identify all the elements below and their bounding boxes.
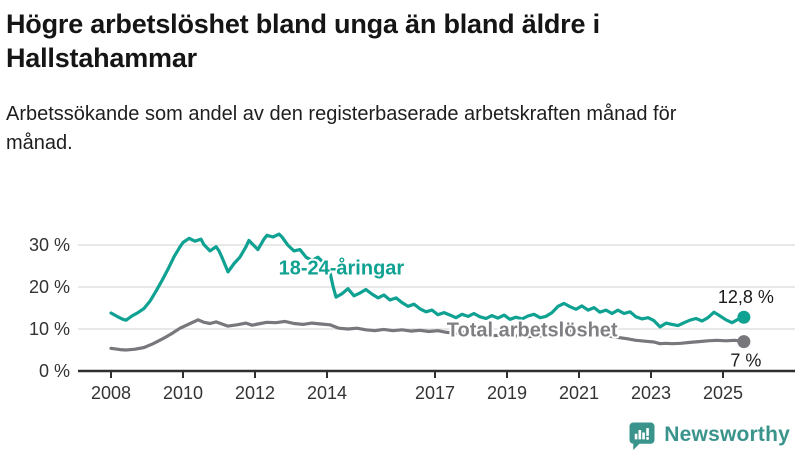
x-tick-label: 2017 <box>415 383 455 403</box>
y-tick-label: 10 % <box>29 319 70 339</box>
unemployment-line-chart: 0 % 10 % 20 % 30 % 2008 2010 2012 2014 2017 2019 2… <box>29 232 795 403</box>
series-label-youth: 18-24-åringar <box>279 257 405 280</box>
series-end-dot-youth <box>737 310 751 324</box>
x-tick-label: 2019 <box>487 383 527 403</box>
series-end-label-youth: 12,8 % <box>718 287 774 307</box>
x-tick-label: 2023 <box>631 383 671 403</box>
series-end-label-total: 7 % <box>730 351 761 371</box>
brand-logo: Newsworthy <box>627 420 790 450</box>
bar-chart-speech-bubble-icon <box>629 422 655 450</box>
series-line-total <box>109 318 746 352</box>
x-tick-label: 2012 <box>235 383 275 403</box>
series-line-youth <box>109 232 746 329</box>
brand-name: Newsworthy <box>664 423 790 446</box>
series-label-total: Total arbetslöshet <box>447 319 618 341</box>
x-tick-label: 2008 <box>91 383 131 403</box>
x-tick-label: 2021 <box>559 383 599 403</box>
page-subtitle: Arbetssökande som andel av den registerb… <box>6 102 677 154</box>
y-tick-label: 30 % <box>29 235 70 255</box>
x-tick-label: 2010 <box>163 383 203 403</box>
page-title: Högre arbetslöshet bland unga än bland ä… <box>6 9 600 73</box>
x-tick-label: 2025 <box>703 383 743 403</box>
y-tick-label: 0 % <box>39 361 70 381</box>
y-tick-label: 20 % <box>29 277 70 297</box>
x-tick-label: 2014 <box>307 383 347 403</box>
series-end-dot-total <box>737 335 751 349</box>
